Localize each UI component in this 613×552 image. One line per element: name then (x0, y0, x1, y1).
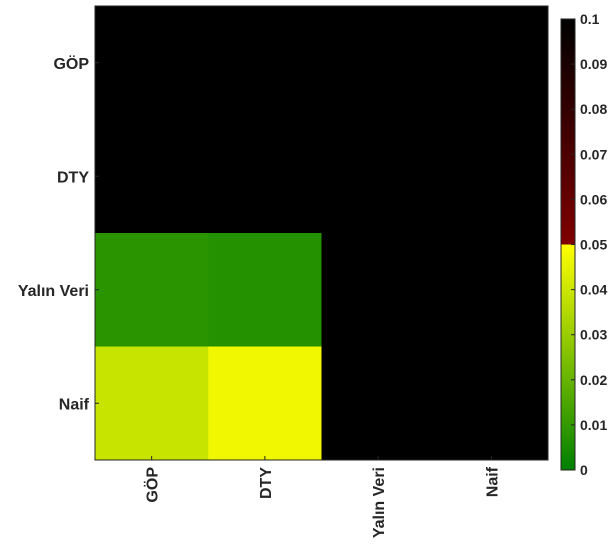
heatmap-cell (434, 346, 549, 461)
colorbar-tick-label: 0.1 (580, 11, 600, 27)
colorbar-tick-label: 0 (580, 462, 588, 478)
column-labels: GÖP DTY Yalın Veri Naif (143, 456, 501, 538)
heatmap-cell (208, 233, 322, 347)
heatmap-cells (95, 6, 549, 461)
heatmap-cell (208, 6, 322, 120)
heatmap-cell (95, 119, 209, 234)
row-label: GÖP (53, 54, 89, 73)
colorbar-tick-label: 0.06 (580, 191, 607, 207)
heatmap-cell (434, 233, 549, 347)
heatmap-cell (95, 6, 209, 120)
row-label: Naif (59, 396, 90, 413)
heatmap-cell (321, 233, 436, 347)
heatmap-cell (434, 119, 549, 234)
colorbar-ticks: 0 0.01 0.02 0.03 0.04 0.05 0.06 0.07 0.08 0.09 0.1 (571, 11, 607, 478)
heatmap-cell (208, 346, 322, 461)
column-label: Yalın Veri (371, 467, 388, 538)
row-label: Yalın Veri (18, 283, 89, 300)
heatmap-cell (321, 6, 436, 120)
colorbar-tick-label: 0.05 (580, 237, 607, 253)
heatmap-cell (321, 119, 436, 234)
column-label: GÖP (143, 467, 162, 503)
row-labels: GÖP DTY Yalın Veri Naif (18, 54, 99, 413)
colorbar-tick-label: 0.01 (580, 417, 607, 433)
heatmap-cell (95, 233, 209, 347)
heatmap-cell (434, 6, 549, 120)
column-label: Naif (484, 466, 501, 497)
colorbar-tick-label: 0.07 (580, 146, 607, 162)
colorbar-tick-label: 0.09 (580, 56, 607, 72)
colorbar-tick-label: 0.02 (580, 372, 607, 388)
plot-frame (94, 5, 549, 461)
column-label: DTY (258, 467, 275, 499)
heatmap-cell (208, 119, 322, 234)
colorbar-tick-label: 0.08 (580, 101, 607, 117)
colorbar-tick-label: 0.04 (580, 282, 607, 298)
heatmap-cell (95, 346, 209, 461)
heatmap-cell (321, 346, 436, 461)
row-label: DTY (57, 169, 89, 186)
colorbar-tick-label: 0.03 (580, 327, 607, 343)
